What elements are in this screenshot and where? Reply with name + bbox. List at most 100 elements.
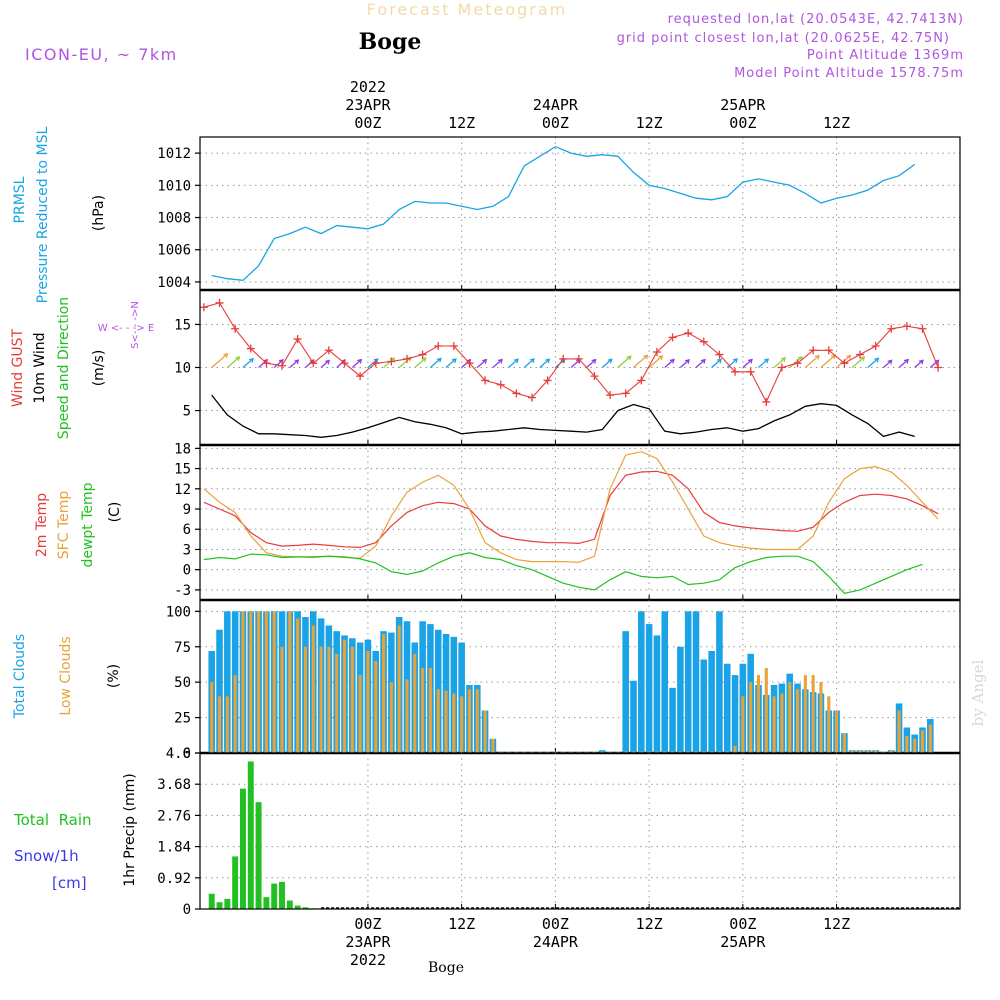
low-cloud-bar bbox=[280, 646, 284, 753]
wind-arrow-head bbox=[421, 357, 427, 363]
top-tick-label: 2022 bbox=[350, 78, 386, 96]
wind-arrow bbox=[492, 358, 503, 368]
low-cloud-bar bbox=[788, 682, 792, 753]
model-altitude: Model Point Altitude 1578.75m bbox=[734, 66, 964, 81]
temp-dewpt-label: dewpt Temp bbox=[80, 482, 96, 567]
wind-arrow-head bbox=[860, 356, 866, 362]
ytick-label: 25 bbox=[174, 711, 191, 727]
wind-arrow bbox=[383, 357, 395, 368]
point-altitude: Point Altitude 1369m bbox=[807, 48, 964, 63]
low-cloud-bar bbox=[874, 750, 878, 753]
compass-we: W <- - -> E bbox=[98, 323, 155, 334]
wind-arrow bbox=[867, 357, 879, 368]
gust-marker bbox=[293, 335, 302, 344]
dewpt-line bbox=[203, 552, 923, 594]
low-cloud-bar bbox=[444, 690, 448, 753]
wind-arrow bbox=[523, 358, 535, 368]
low-cloud-bar bbox=[233, 675, 237, 753]
low-cloud-bar bbox=[413, 653, 417, 753]
wind-arrow-head bbox=[747, 358, 753, 364]
low-cloud-bar bbox=[741, 696, 745, 753]
low-cloud-bar bbox=[858, 750, 862, 753]
temp-2m-label: 2m Temp bbox=[34, 493, 50, 557]
gust-marker bbox=[262, 359, 271, 368]
low-cloud-bar bbox=[241, 611, 245, 753]
low-cloud-bar bbox=[506, 751, 511, 753]
ytick-label: 2.76 bbox=[157, 808, 191, 824]
pressure-unit-label: (hPa) bbox=[91, 195, 107, 231]
gust-marker bbox=[637, 376, 646, 385]
low-cloud-bar bbox=[421, 668, 425, 753]
wind-arrow bbox=[851, 356, 865, 368]
rain-bar bbox=[239, 788, 246, 909]
total-cloud-bar bbox=[669, 687, 676, 753]
requested-coords: requested lon,lat (20.0543E, 42.7413N) bbox=[668, 12, 964, 27]
gust-marker bbox=[574, 354, 583, 363]
low-cloud-bar bbox=[866, 750, 870, 753]
low-cloud-bar bbox=[600, 751, 604, 753]
wind-arrow bbox=[429, 357, 442, 368]
low-cloud-bar bbox=[538, 751, 542, 753]
gust-marker bbox=[918, 324, 927, 333]
wind-arrow-head bbox=[626, 355, 632, 361]
wind-arrow-head bbox=[497, 358, 503, 364]
ytick-label: 0.92 bbox=[157, 871, 191, 887]
total-cloud-bar bbox=[708, 651, 715, 753]
gust-marker bbox=[934, 363, 943, 372]
watermark: by Angel bbox=[969, 659, 987, 726]
low-cloud-bar bbox=[546, 751, 550, 753]
wind-arrow-head bbox=[814, 354, 820, 360]
prmsl-line bbox=[211, 145, 916, 281]
gust-marker bbox=[762, 397, 771, 406]
top-tick-label: 00Z bbox=[354, 114, 381, 132]
low-cloud-bar bbox=[217, 696, 222, 753]
panel-border bbox=[199, 136, 961, 291]
ytick-label: 1008 bbox=[157, 211, 191, 227]
temp-unit-label: (C) bbox=[107, 502, 123, 523]
low-cloud-bar bbox=[585, 751, 589, 753]
low-cloud-bar bbox=[530, 751, 534, 753]
snow-label: Snow/1h bbox=[14, 847, 79, 865]
wind-arrow-head bbox=[529, 358, 535, 364]
low-cloud-bar bbox=[499, 751, 503, 753]
gust-marker bbox=[434, 341, 443, 350]
gust-marker bbox=[324, 346, 333, 355]
top-tick-label: 12Z bbox=[636, 114, 663, 132]
low-cloud-bar bbox=[514, 751, 518, 753]
low-cloud-bar bbox=[405, 679, 409, 753]
low-cloud-bar bbox=[374, 660, 378, 753]
low-clouds-label: Low Clouds bbox=[58, 636, 74, 715]
low-cloud-bar bbox=[264, 611, 268, 753]
low-cloud-bar bbox=[249, 611, 253, 753]
wind-arrow-head bbox=[846, 354, 852, 360]
wind-arrow bbox=[914, 359, 924, 368]
gust-marker bbox=[824, 346, 833, 355]
wind-arrow-head bbox=[545, 358, 551, 364]
ytick-label: 0 bbox=[183, 902, 191, 918]
total-cloud-bar bbox=[692, 611, 700, 753]
bottom-tick-label: 12Z bbox=[448, 915, 475, 933]
gust-marker bbox=[559, 354, 568, 363]
ytick-label: 1004 bbox=[157, 275, 191, 291]
low-cloud-bar bbox=[710, 751, 714, 753]
wind-arrow-head bbox=[700, 358, 706, 364]
bottom-location: Boge bbox=[428, 960, 464, 976]
total-cloud-bar bbox=[723, 663, 731, 753]
rain-bar bbox=[263, 897, 270, 909]
gust-marker bbox=[340, 359, 349, 368]
gust-marker bbox=[652, 348, 661, 356]
wind-arrow bbox=[320, 359, 330, 368]
low-cloud-bar bbox=[358, 675, 362, 753]
rain-bar bbox=[208, 893, 215, 909]
gust-marker bbox=[387, 357, 396, 366]
pressure-msl-label: Pressure Reduced to MSL bbox=[35, 126, 51, 303]
total-cloud-bar bbox=[661, 611, 669, 753]
rain-bar bbox=[271, 883, 278, 909]
low-cloud-bar bbox=[475, 689, 479, 753]
wind-arrow bbox=[289, 359, 299, 368]
low-cloud-bar bbox=[749, 682, 753, 753]
low-cloud-bar bbox=[717, 751, 721, 753]
bottom-tick-label: 25APR bbox=[720, 933, 766, 951]
temp-sfc-label: SFC Temp bbox=[56, 491, 72, 560]
ytick-label: 18 bbox=[174, 441, 191, 457]
